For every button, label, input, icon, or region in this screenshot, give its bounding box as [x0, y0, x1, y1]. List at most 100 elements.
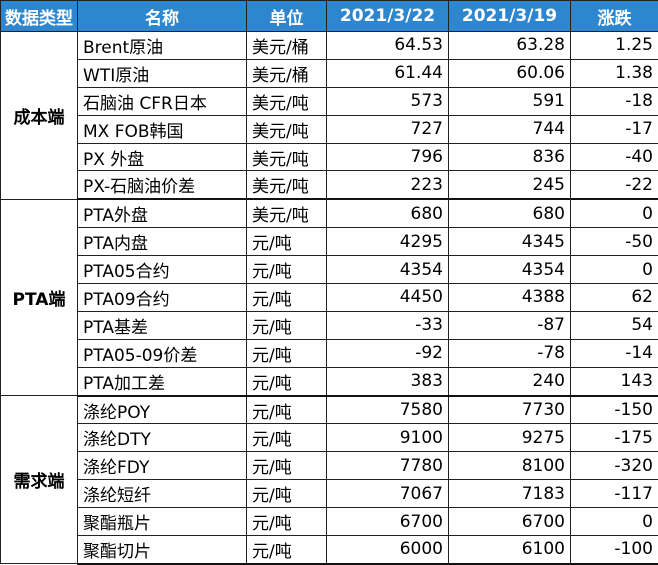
- row-unit: 美元/桶: [246, 58, 327, 88]
- row-change: -320: [570, 451, 658, 481]
- row-name: PX 外盘: [77, 142, 247, 172]
- row-value-date-1: 680: [326, 198, 449, 229]
- row-name: 涤纶FDY: [77, 451, 247, 481]
- row-value-date-2: 60.06: [448, 58, 571, 88]
- row-unit: 元/吨: [246, 227, 327, 257]
- row-unit: 元/吨: [246, 423, 327, 453]
- row-change: -40: [570, 142, 658, 172]
- row-value-date-1: 383: [326, 366, 449, 397]
- row-value-date-2: 836: [448, 142, 571, 172]
- table-row: PTA09合约 元/吨 4450 4388 62: [1, 283, 658, 312]
- row-name: PTA加工差: [77, 366, 247, 397]
- row-name: WTI原油: [77, 58, 247, 88]
- row-name: 聚酯切片: [77, 535, 247, 565]
- row-name: 石脑油 CFR日本: [77, 86, 247, 116]
- row-name: 聚酯瓶片: [77, 507, 247, 537]
- row-value-date-2: 6100: [448, 535, 571, 565]
- row-name: PTA外盘: [77, 198, 247, 229]
- table-row: PX 外盘 美元/吨 796 836 -40: [1, 142, 658, 172]
- row-value-date-2: -78: [448, 338, 571, 368]
- table-row: 聚酯瓶片 元/吨 6700 6700 0: [1, 507, 658, 537]
- row-value-date-1: 6700: [326, 507, 449, 537]
- table-row: PTA05合约 元/吨 4354 4354 0: [1, 255, 658, 285]
- row-change: -100: [570, 535, 658, 565]
- table-row: 聚酯切片 元/吨 6000 6100 -100: [1, 535, 658, 565]
- row-change: -117: [570, 479, 658, 509]
- row-unit: 元/吨: [246, 479, 327, 509]
- row-value-date-1: 727: [326, 114, 449, 144]
- table-body: 成本端 Brent原油 美元/桶 64.53 63.28 1.25 WTI原油 美元/桶 61.…: [0, 31, 658, 565]
- row-change: -17: [570, 114, 658, 144]
- row-value-date-2: 6700: [448, 507, 571, 537]
- row-unit: 元/吨: [246, 451, 327, 481]
- row-value-date-1: 4354: [326, 255, 449, 285]
- row-name: PX-石脑油价差: [77, 170, 247, 201]
- row-value-date-2: 4388: [448, 283, 571, 312]
- table-row: 石脑油 CFR日本 美元/吨 573 591 -18: [1, 86, 658, 116]
- row-unit: 元/吨: [246, 535, 327, 565]
- row-name: PTA05合约: [77, 255, 247, 285]
- row-value-date-2: 7730: [448, 395, 571, 425]
- row-unit: 元/吨: [246, 507, 327, 537]
- row-value-date-2: 63.28: [448, 31, 571, 60]
- row-unit: 美元/吨: [246, 170, 327, 201]
- header-unit: 单位: [246, 0, 327, 32]
- row-value-date-2: 680: [448, 198, 571, 229]
- row-name: MX FOB韩国: [77, 114, 247, 144]
- header-date-2: 2021/3/19: [448, 0, 571, 32]
- row-value-date-1: 796: [326, 142, 449, 172]
- row-change: 62: [570, 283, 658, 312]
- row-change: -14: [570, 338, 658, 368]
- row-change: 143: [570, 366, 658, 397]
- row-unit: 美元/吨: [246, 142, 327, 172]
- row-value-date-1: 61.44: [326, 58, 449, 88]
- row-value-date-2: 4354: [448, 255, 571, 285]
- table-row: WTI原油 美元/桶 61.44 60.06 1.38: [1, 58, 658, 88]
- row-value-date-2: 240: [448, 366, 571, 397]
- row-value-date-1: 223: [326, 170, 449, 201]
- header-row: 数据类型 名称 单位 2021/3/22 2021/3/19 涨跌: [0, 0, 658, 32]
- row-change: 54: [570, 310, 658, 340]
- row-change: 1.38: [570, 58, 658, 88]
- row-change: -22: [570, 170, 658, 201]
- group-label: 需求端: [0, 395, 78, 565]
- row-change: 1.25: [570, 31, 658, 60]
- table-row: 成本端 Brent原油 美元/桶 64.53 63.28 1.25: [0, 31, 658, 200]
- row-value-date-1: 573: [326, 86, 449, 116]
- row-change: 0: [570, 255, 658, 285]
- row-change: -18: [570, 86, 658, 116]
- row-change: -175: [570, 423, 658, 453]
- row-name: 涤纶DTY: [77, 423, 247, 453]
- row-unit: 美元/桶: [246, 31, 327, 60]
- row-unit: 元/吨: [246, 310, 327, 340]
- table-row: 需求端 涤纶POY 元/吨 7580 7730 -150: [0, 395, 658, 565]
- row-value-date-2: -87: [448, 310, 571, 340]
- row-value-date-1: 7067: [326, 479, 449, 509]
- row-value-date-2: 8100: [448, 451, 571, 481]
- group-label: 成本端: [0, 31, 78, 200]
- row-value-date-2: 245: [448, 170, 571, 201]
- row-unit: 元/吨: [246, 338, 327, 368]
- header-change: 涨跌: [570, 0, 658, 32]
- group-label: PTA端: [0, 198, 78, 397]
- row-value-date-1: 7780: [326, 451, 449, 481]
- table-row: PTA加工差 元/吨 383 240 143: [1, 366, 658, 397]
- row-value-date-1: 4450: [326, 283, 449, 312]
- table-row: 涤纶DTY 元/吨 9100 9275 -175: [1, 423, 658, 453]
- row-change: 0: [570, 507, 658, 537]
- row-change: -50: [570, 227, 658, 257]
- row-value-date-1: 6000: [326, 535, 449, 565]
- row-unit: 美元/吨: [246, 198, 327, 229]
- row-change: -150: [570, 395, 658, 425]
- header-date-1: 2021/3/22: [326, 0, 449, 32]
- row-unit: 元/吨: [246, 255, 327, 285]
- row-unit: 元/吨: [246, 283, 327, 312]
- row-name: PTA基差: [77, 310, 247, 340]
- table-row: 涤纶FDY 元/吨 7780 8100 -320: [1, 451, 658, 481]
- table-row: PX-石脑油价差 美元/吨 223 245 -22: [1, 170, 658, 201]
- row-name: PTA内盘: [77, 227, 247, 257]
- row-unit: 美元/吨: [246, 86, 327, 116]
- row-value-date-1: -92: [326, 338, 449, 368]
- row-value-date-2: 591: [448, 86, 571, 116]
